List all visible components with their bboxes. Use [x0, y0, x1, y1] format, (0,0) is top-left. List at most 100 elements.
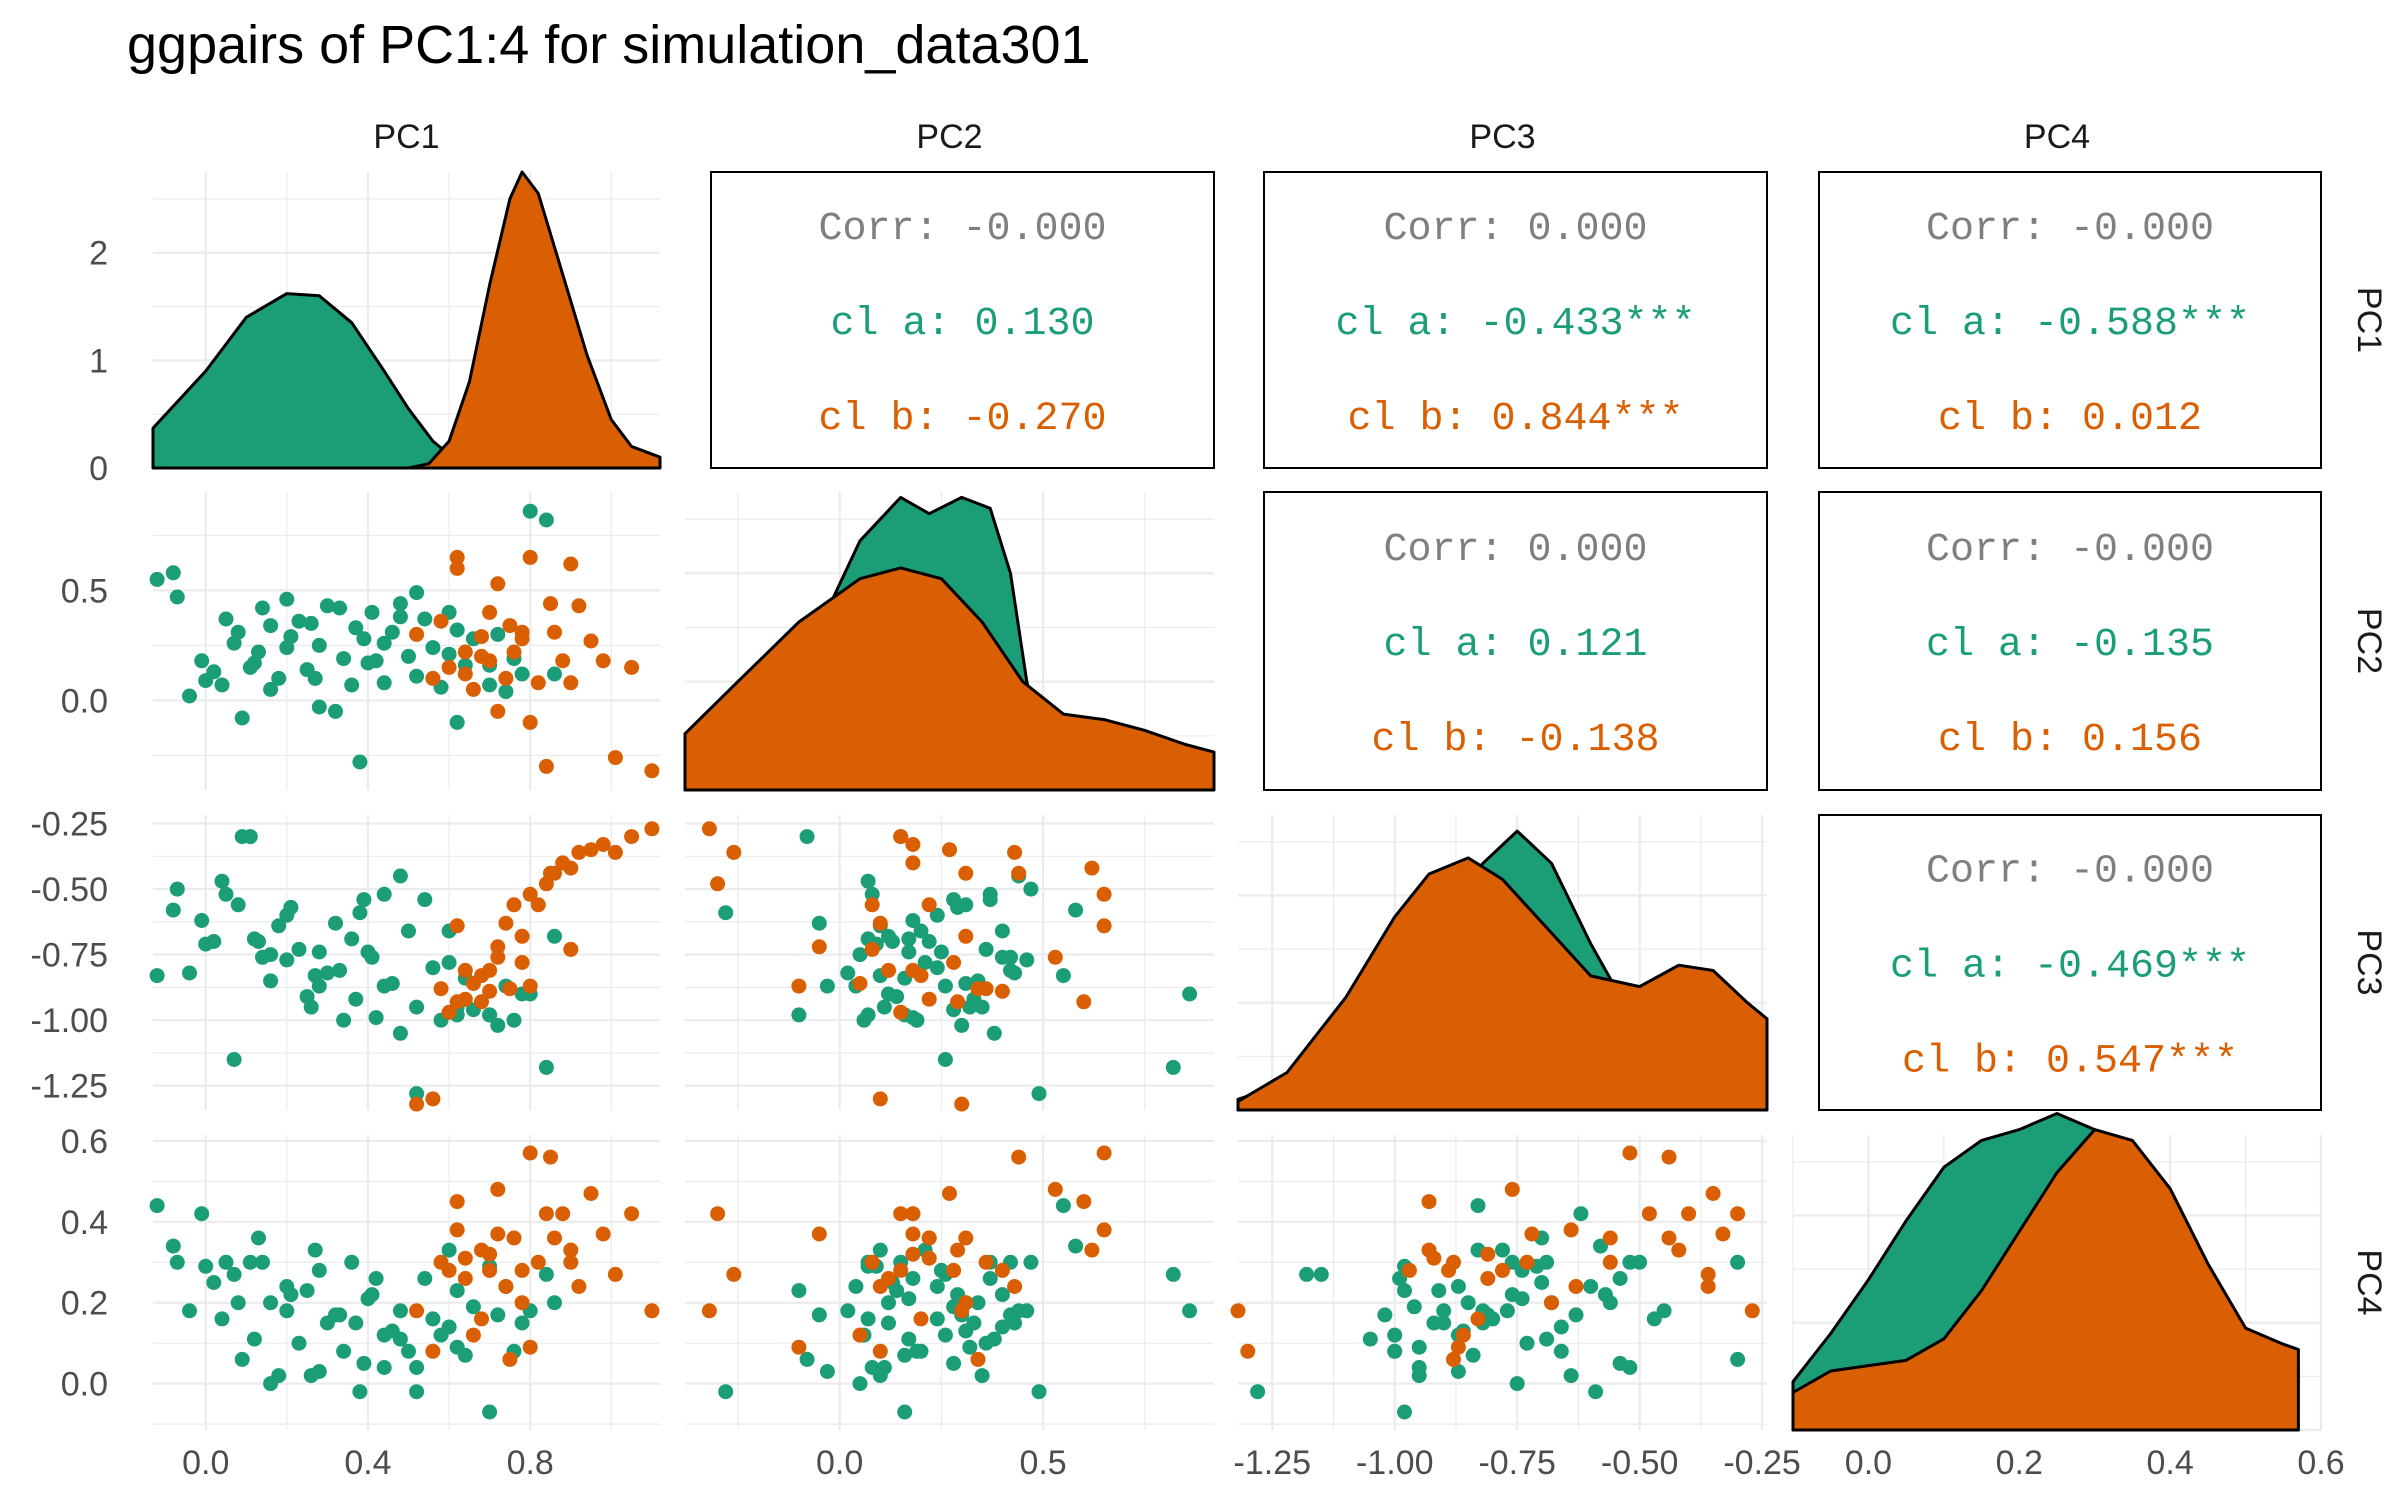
scatter-point-cluster-b	[425, 1343, 441, 1359]
scatter-point-cluster-a	[840, 965, 856, 981]
scatter-point-cluster-a	[994, 949, 1010, 965]
scatter-point-cluster-a	[226, 1266, 242, 1282]
scatter-point-cluster-a	[392, 596, 408, 612]
scatter-point-cluster-a	[409, 668, 425, 684]
scatter-point-cluster-a	[263, 947, 279, 963]
x-tick-label-pc3: -1.25	[1234, 1444, 1312, 1482]
scatter-point-cluster-a	[352, 905, 368, 921]
scatter-point-cluster-b	[563, 556, 579, 572]
scatter-point-cluster-b	[457, 991, 473, 1007]
scatter-point-cluster-a	[1055, 968, 1071, 984]
scatter-point-cluster-a	[958, 897, 974, 913]
scatter-point-cluster-a	[409, 999, 425, 1015]
scatter-point-cluster-a	[1519, 1335, 1535, 1351]
scatter-point-cluster-a	[263, 973, 279, 989]
scatter-point-cluster-a	[336, 1012, 352, 1028]
scatter-point-cluster-a	[1588, 1384, 1604, 1400]
scatter-point-cluster-a	[1509, 1376, 1525, 1392]
y-tick-label-pc3: -1.00	[31, 1002, 109, 1040]
scatter-point-cluster-b	[1744, 1303, 1760, 1319]
scatter-point-cluster-b	[449, 918, 465, 934]
scatter-point-cluster-a	[214, 873, 230, 889]
scatter-point-cluster-b	[482, 604, 498, 620]
strip-label-pc3: PC3	[1469, 118, 1535, 156]
scatter-point-cluster-b	[543, 1149, 558, 1165]
density-pc4-cluster-b	[1791, 1128, 2300, 1432]
scatter-point-cluster-a	[356, 1355, 372, 1371]
scatter-point-cluster-a	[933, 1262, 949, 1278]
scatter-point-cluster-a	[392, 1025, 408, 1041]
scatter-point-cluster-b	[506, 897, 522, 913]
scatter-point-cluster-a	[206, 1275, 222, 1290]
scatter-point-cluster-b	[1568, 1279, 1584, 1294]
x-tick-label-pc4: 0.2	[1996, 1444, 2043, 1482]
scatter-point-cluster-b	[921, 897, 937, 913]
scatter-point-cluster-a	[791, 1007, 807, 1023]
scatter-point-cluster-b	[644, 821, 660, 837]
scatter-point-cluster-a	[1019, 952, 1035, 968]
panel-pc3-pc4: Corr: -0.000 cl a: -0.469*** cl b: 0.547**…	[1818, 814, 2322, 1111]
x-tick-label-pc2: 0.0	[816, 1444, 863, 1482]
scatter-point-cluster-b	[1011, 865, 1027, 881]
scatter-point-cluster-b	[465, 1327, 481, 1343]
scatter-point-cluster-a	[897, 1347, 913, 1363]
scatter-point-cluster-b	[514, 955, 530, 970]
scatter-point-cluster-a	[246, 931, 262, 947]
scatter-point-cluster-b	[710, 876, 726, 892]
scatter-point-cluster-a	[271, 670, 287, 686]
scatter-point-cluster-b	[1011, 1149, 1027, 1165]
scatter-point-cluster-a	[169, 589, 185, 605]
scatter-point-cluster-b	[921, 1250, 937, 1266]
y-tick-label-pc2: 0.5	[61, 572, 108, 610]
scatter-point-cluster-b	[490, 939, 506, 955]
scatter-point-cluster-a	[876, 999, 892, 1015]
scatter-point-cluster-a	[901, 931, 917, 947]
scatter-point-cluster-a	[1573, 1206, 1589, 1222]
scatter-point-cluster-b	[522, 714, 538, 730]
scatter-point-cluster-b	[490, 1181, 506, 1197]
scatter-point-cluster-b	[506, 1230, 522, 1246]
scatter-point-cluster-b	[970, 981, 986, 997]
scatter-point-cluster-b	[950, 994, 966, 1010]
correlation-box	[1818, 814, 2322, 1111]
scatter-point-cluster-a	[165, 1238, 181, 1254]
scatter-point-cluster-b	[872, 1091, 888, 1107]
scatter-point-cluster-b	[441, 1004, 457, 1020]
scatter-point-cluster-b	[1047, 1181, 1063, 1197]
scatter-point-cluster-b	[1084, 860, 1100, 876]
scatter-point-cluster-a	[1539, 1331, 1555, 1347]
scatter-point-cluster-a	[901, 1331, 917, 1347]
scatter-point-cluster-a	[194, 913, 210, 928]
scatter-point-cluster-b	[905, 1226, 921, 1242]
scatter-point-cluster-a	[234, 1351, 250, 1367]
scatter-point-cluster-a	[1182, 986, 1198, 1002]
scatter-point-cluster-a	[547, 1295, 562, 1311]
scatter-point-cluster-b	[1700, 1279, 1716, 1294]
x-tick-label-pc2: 0.5	[1019, 1444, 1066, 1482]
scatter-point-cluster-a	[1470, 1198, 1486, 1214]
scatter-point-cluster-b	[482, 1246, 498, 1262]
scatter-point-cluster-b	[893, 829, 909, 845]
density-pc1-cluster-a	[151, 292, 492, 470]
scatter-point-cluster-b	[1504, 1181, 1520, 1197]
scatter-point-cluster-b	[864, 897, 880, 913]
scatter-point-cluster-b	[530, 675, 546, 691]
scatter-point-cluster-a	[449, 1339, 465, 1355]
scatter-point-cluster-b	[522, 886, 538, 902]
scatter-point-cluster-b	[946, 955, 962, 970]
scatter-point-cluster-b	[893, 1206, 909, 1222]
scatter-point-cluster-b	[1230, 1303, 1246, 1319]
scatter-point-cluster-a	[311, 637, 327, 653]
scatter-point-cluster-a	[799, 829, 815, 845]
scatter-point-cluster-a	[1068, 1238, 1084, 1254]
scatter-point-cluster-b	[538, 1206, 554, 1222]
scatter-point-cluster-a	[1055, 1198, 1071, 1214]
scatter-point-cluster-b	[1480, 1271, 1496, 1286]
scatter-point-cluster-b	[811, 1226, 827, 1242]
scatter-point-cluster-a	[1411, 1339, 1427, 1355]
scatter-point-cluster-a	[946, 1355, 962, 1371]
scatter-point-cluster-a	[1583, 1279, 1599, 1294]
scatter-point-cluster-b	[624, 659, 640, 675]
scatter-point-cluster-b	[474, 1311, 489, 1327]
